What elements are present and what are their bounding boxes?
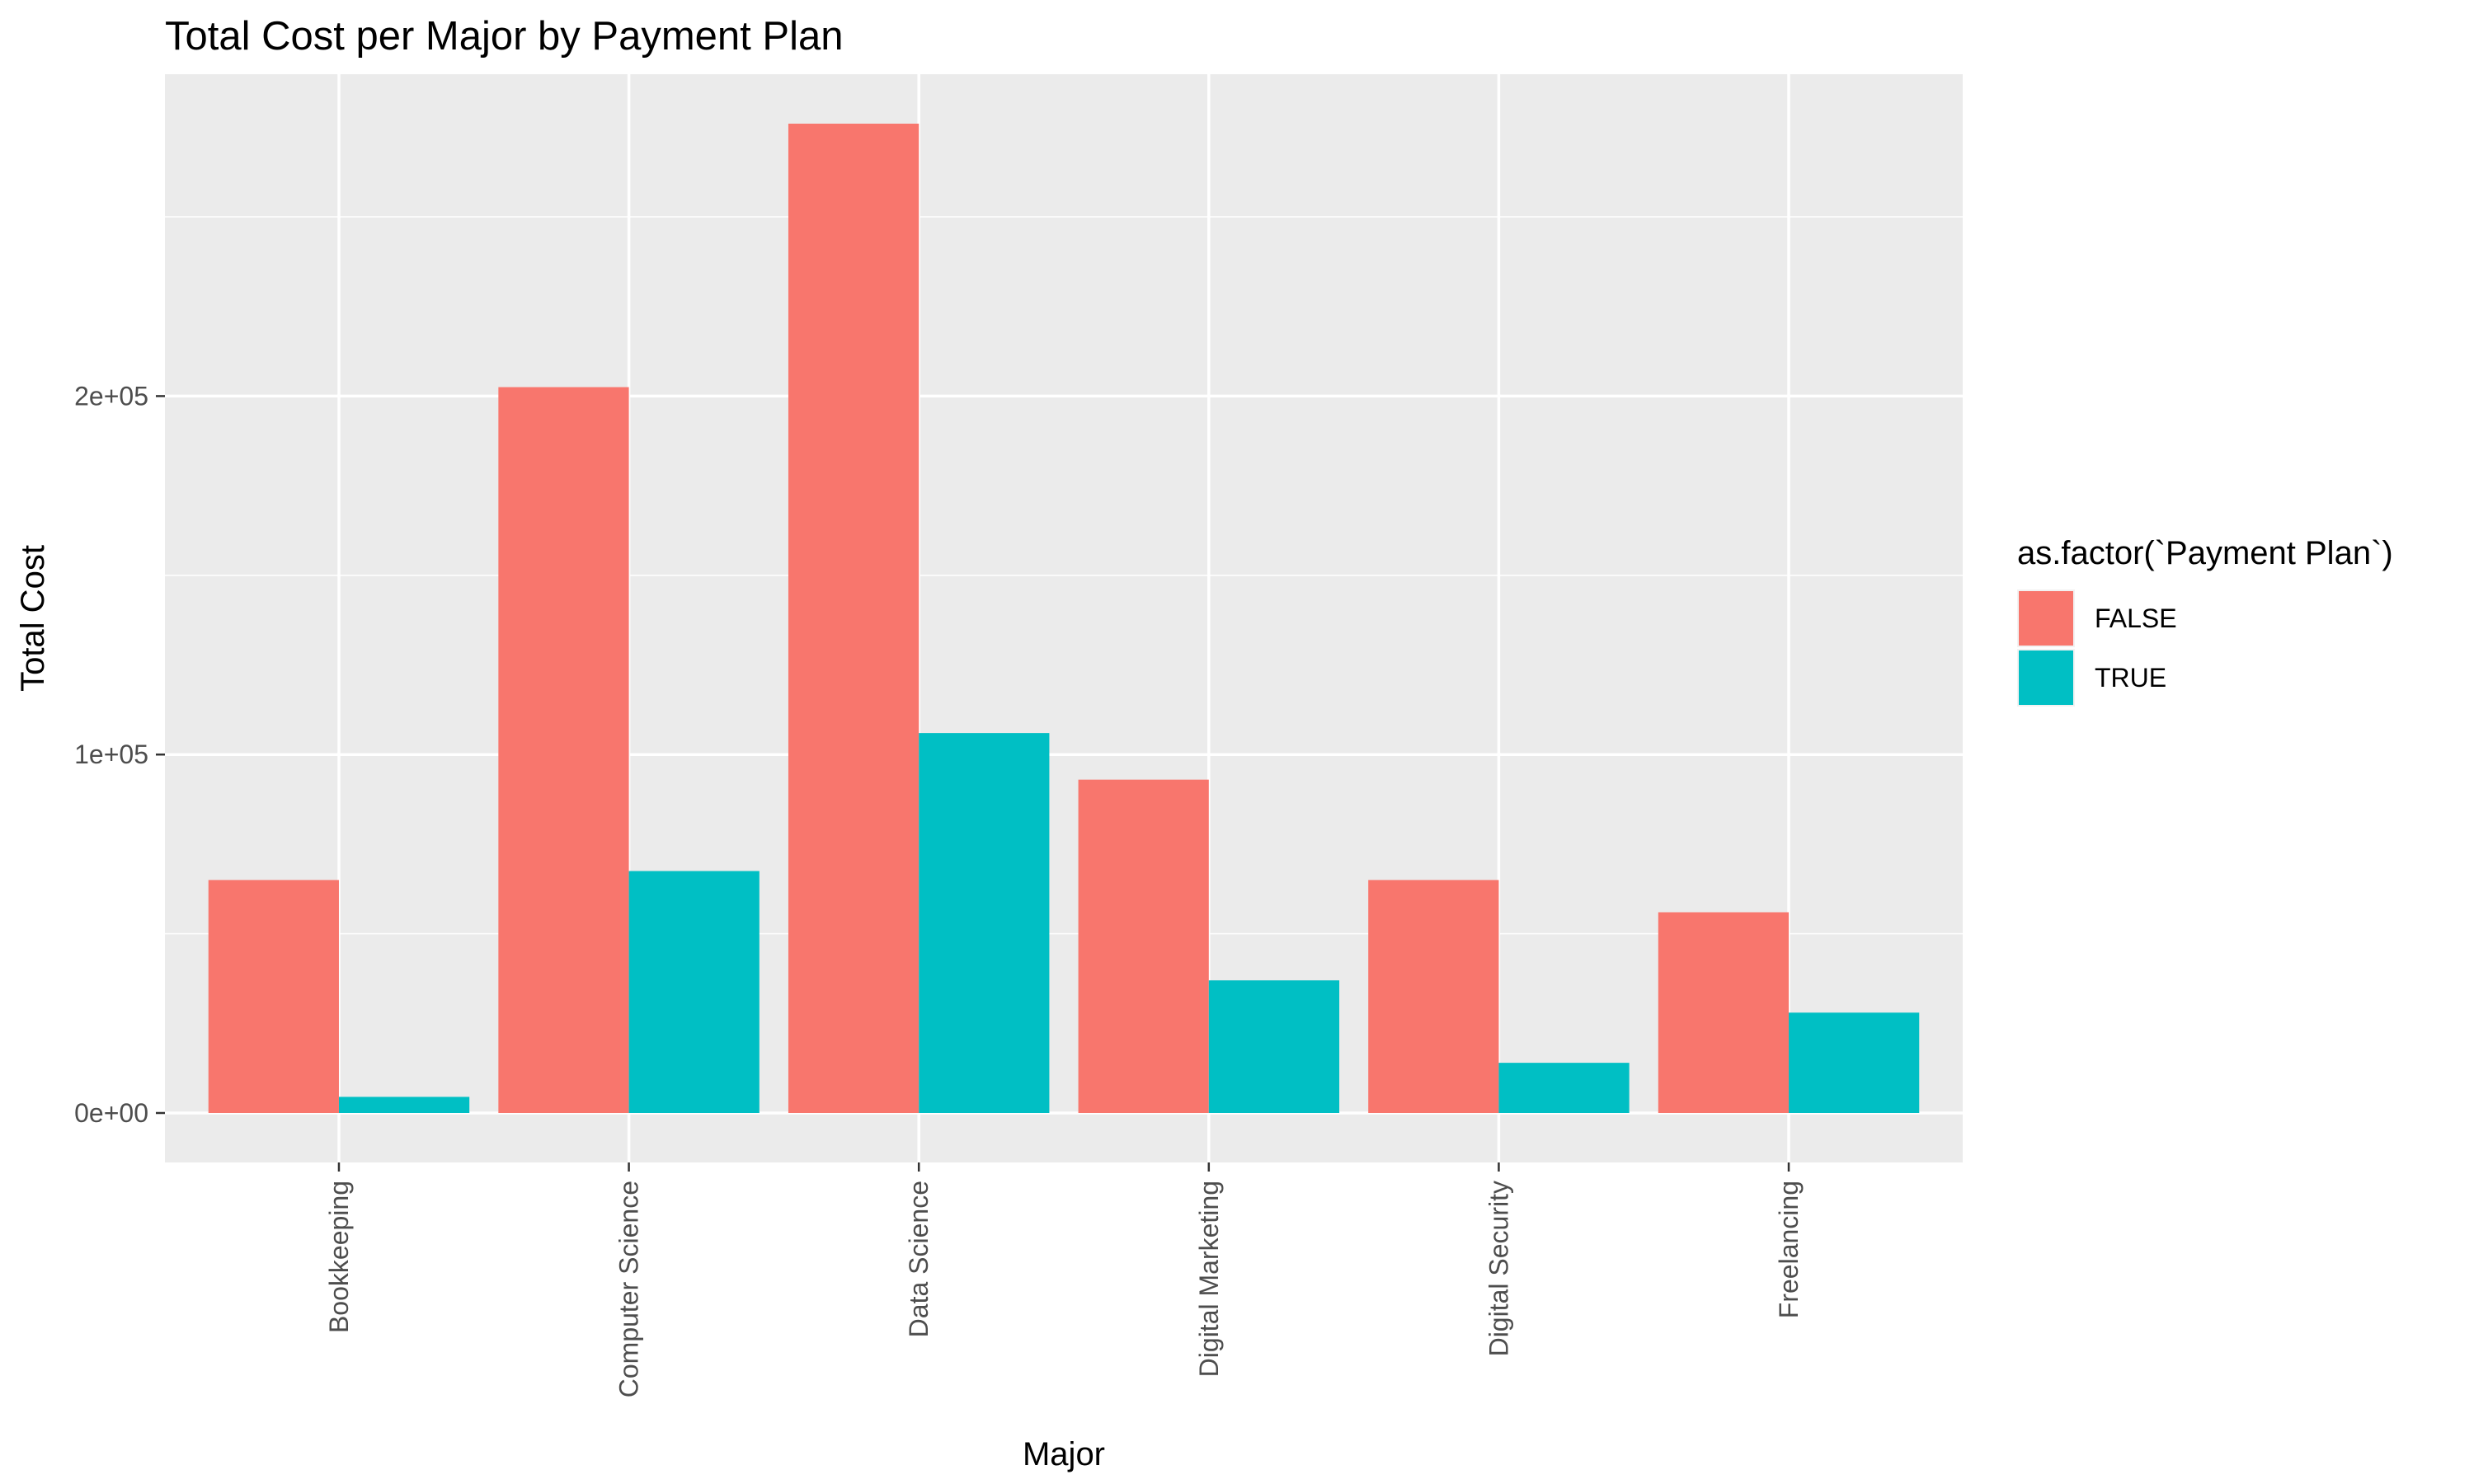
bar-false-digital-security — [1368, 880, 1499, 1113]
bar-true-digital-marketing — [1208, 980, 1340, 1113]
y-tick-label: 2e+05 — [74, 381, 148, 411]
bar-false-digital-marketing — [1078, 779, 1209, 1113]
chart-title: Total Cost per Major by Payment Plan — [165, 14, 843, 59]
x-axis: Bookkeeping Computer Science Data Science D… — [324, 1162, 1804, 1397]
legend-label: FALSE — [2095, 603, 2177, 633]
bars — [208, 124, 1920, 1114]
y-tick-label: 0e+00 — [74, 1098, 148, 1128]
x-tick-label: Digital Security — [1484, 1181, 1513, 1356]
legend-items: FALSE TRUE — [2017, 589, 2177, 707]
legend: as.factor(`Payment Plan`) FALSE TRUE — [2017, 535, 2393, 707]
bar-false-bookkeeping — [208, 880, 339, 1113]
bar-true-bookkeeping — [338, 1097, 470, 1113]
legend-title: as.factor(`Payment Plan`) — [2017, 535, 2393, 571]
x-tick-label: Freelancing — [1774, 1181, 1804, 1318]
y-tick-label: 1e+05 — [74, 740, 148, 769]
y-axis-title: Total Cost — [15, 545, 51, 692]
bar-true-digital-security — [1498, 1063, 1630, 1113]
x-tick-label: Computer Science — [614, 1181, 644, 1397]
bar-false-computer-science — [498, 387, 629, 1114]
x-tick-label: Data Science — [904, 1181, 934, 1337]
bar-false-data-science — [788, 124, 920, 1113]
x-tick-label: Bookkeeping — [324, 1181, 354, 1333]
legend-label: TRUE — [2095, 663, 2166, 693]
legend-key-swatch — [2019, 591, 2073, 646]
bar-false-freelancing — [1658, 912, 1790, 1113]
x-axis-title: Major — [1023, 1436, 1105, 1472]
legend-key-swatch — [2019, 650, 2073, 705]
bar-true-computer-science — [628, 871, 760, 1113]
y-axis: 0e+00 1e+05 2e+05 — [74, 381, 165, 1128]
bar-true-freelancing — [1789, 1012, 1920, 1113]
bar-true-data-science — [919, 733, 1050, 1113]
x-tick-label: Digital Marketing — [1194, 1181, 1224, 1377]
